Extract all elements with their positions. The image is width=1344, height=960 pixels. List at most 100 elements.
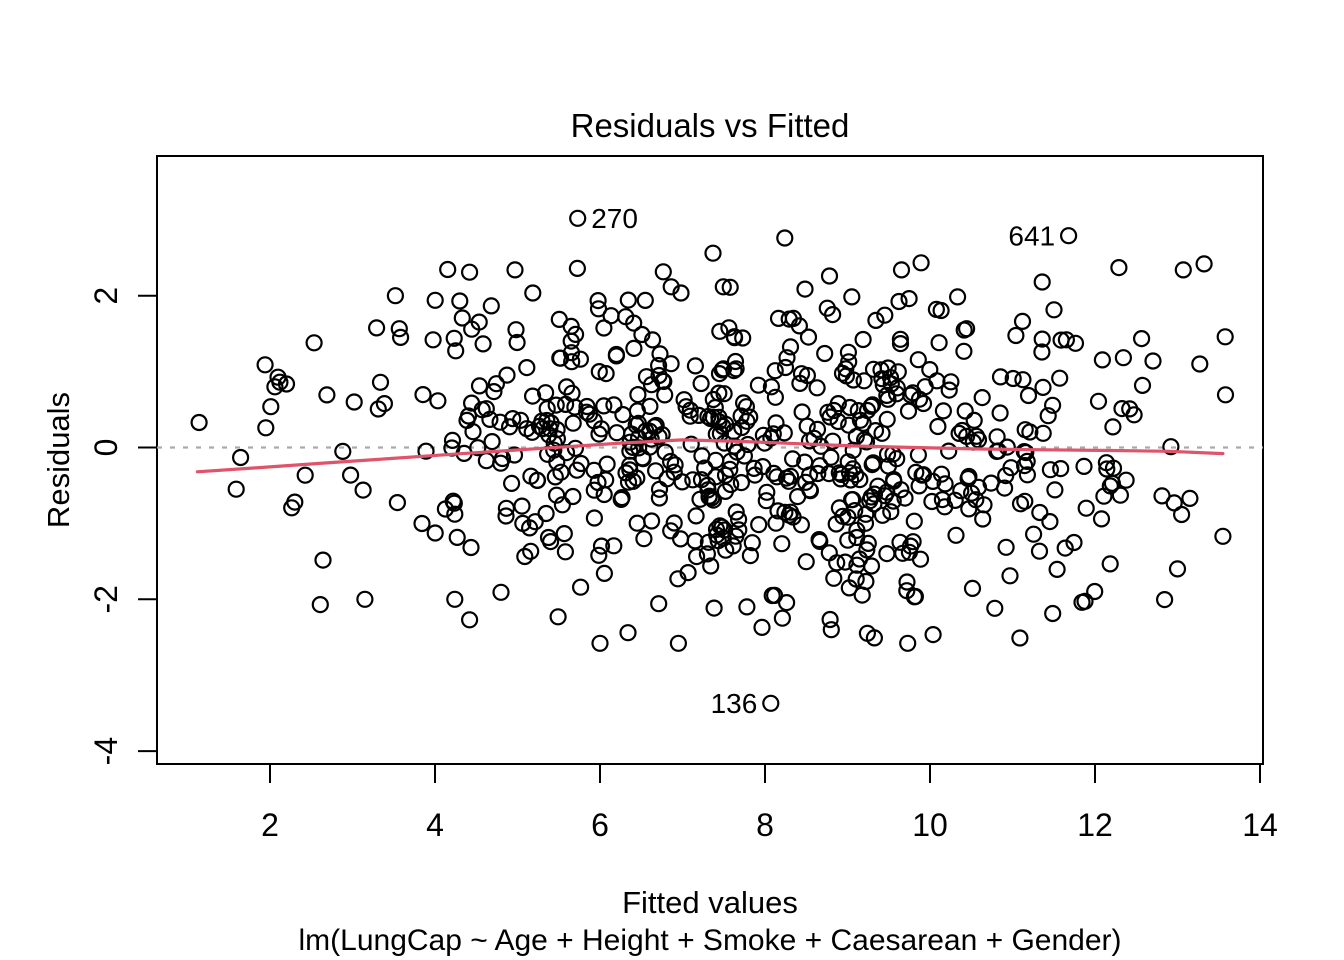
data-point bbox=[796, 453, 814, 471]
data-point bbox=[342, 466, 360, 484]
data-point bbox=[844, 371, 863, 389]
data-point bbox=[705, 599, 723, 617]
data-point bbox=[725, 329, 744, 347]
data-point bbox=[483, 433, 501, 451]
data-point bbox=[523, 387, 542, 405]
data-point bbox=[810, 530, 828, 549]
data-point bbox=[781, 338, 800, 356]
data-point bbox=[965, 411, 983, 429]
data-point bbox=[516, 547, 534, 566]
data-point bbox=[1033, 343, 1051, 361]
data-point bbox=[571, 350, 590, 368]
data-point bbox=[728, 443, 746, 461]
data-point bbox=[1018, 466, 1037, 484]
data-point bbox=[911, 550, 930, 568]
data-point bbox=[848, 528, 866, 547]
data-point bbox=[808, 379, 826, 397]
data-point bbox=[464, 423, 482, 441]
data-point bbox=[896, 489, 914, 507]
data-point bbox=[578, 397, 596, 416]
data-point bbox=[891, 335, 910, 353]
data-point bbox=[932, 301, 950, 320]
data-point bbox=[487, 375, 505, 393]
data-point bbox=[780, 506, 798, 524]
data-point bbox=[568, 259, 587, 277]
data-point bbox=[1052, 460, 1070, 478]
data-point bbox=[829, 395, 847, 413]
data-point bbox=[867, 311, 885, 329]
data-point bbox=[605, 396, 623, 414]
data-point bbox=[841, 398, 859, 417]
data-point bbox=[448, 528, 466, 547]
data-point bbox=[738, 598, 756, 616]
data-point bbox=[696, 459, 714, 477]
data-point bbox=[562, 332, 580, 350]
data-point bbox=[704, 244, 722, 262]
data-point bbox=[704, 491, 723, 509]
data-point bbox=[1086, 582, 1104, 601]
data-point bbox=[491, 413, 509, 431]
data-point bbox=[463, 320, 481, 338]
data-point bbox=[995, 479, 1014, 497]
data-point bbox=[960, 467, 978, 486]
data-point bbox=[633, 325, 651, 344]
data-point bbox=[461, 611, 479, 629]
data-point bbox=[1133, 376, 1152, 394]
data-point bbox=[1019, 386, 1038, 405]
data-point bbox=[879, 359, 897, 377]
data-point bbox=[1144, 352, 1162, 370]
data-point bbox=[900, 290, 918, 308]
data-point bbox=[642, 512, 661, 530]
data-point bbox=[1111, 486, 1130, 504]
data-point bbox=[585, 481, 603, 499]
data-point bbox=[693, 447, 711, 465]
data-point bbox=[732, 474, 751, 492]
data-point bbox=[878, 410, 896, 428]
data-point bbox=[522, 542, 540, 560]
data-point bbox=[820, 544, 838, 562]
data-point bbox=[955, 342, 973, 360]
data-point bbox=[956, 402, 974, 420]
data-point bbox=[590, 546, 608, 564]
data-point bbox=[963, 579, 982, 598]
outlier-label: 136 bbox=[711, 688, 758, 719]
data-point bbox=[914, 394, 933, 413]
data-point bbox=[1195, 255, 1213, 273]
data-point bbox=[947, 526, 965, 544]
data-point bbox=[557, 378, 576, 396]
data-point bbox=[750, 515, 768, 534]
data-point bbox=[1125, 406, 1143, 424]
data-point bbox=[847, 570, 865, 588]
data-point bbox=[492, 454, 510, 472]
data-point bbox=[318, 386, 336, 404]
data-point bbox=[847, 427, 865, 446]
data-point bbox=[924, 472, 942, 490]
data-point bbox=[687, 547, 706, 566]
data-point bbox=[936, 475, 954, 493]
data-point bbox=[654, 263, 672, 281]
point-labels: 270 641 136 bbox=[591, 203, 1055, 719]
data-point bbox=[1024, 525, 1043, 543]
data-point bbox=[498, 366, 516, 384]
data-point bbox=[439, 260, 457, 279]
data-point bbox=[991, 368, 1010, 386]
data-point bbox=[1046, 481, 1064, 499]
data-point bbox=[505, 446, 524, 464]
data-point bbox=[727, 503, 745, 521]
data-point bbox=[662, 278, 680, 296]
data-point bbox=[763, 586, 781, 605]
data-point bbox=[930, 334, 948, 352]
data-point bbox=[1021, 423, 1039, 441]
data-point bbox=[656, 443, 674, 461]
x-tick-label: 12 bbox=[1077, 807, 1113, 843]
data-point bbox=[661, 452, 680, 471]
y-tick-label: 0 bbox=[88, 439, 124, 457]
data-point bbox=[482, 297, 500, 315]
data-point bbox=[371, 373, 390, 391]
data-point bbox=[727, 527, 745, 545]
data-point bbox=[902, 386, 920, 404]
data-point bbox=[656, 386, 674, 404]
data-point bbox=[929, 417, 947, 436]
